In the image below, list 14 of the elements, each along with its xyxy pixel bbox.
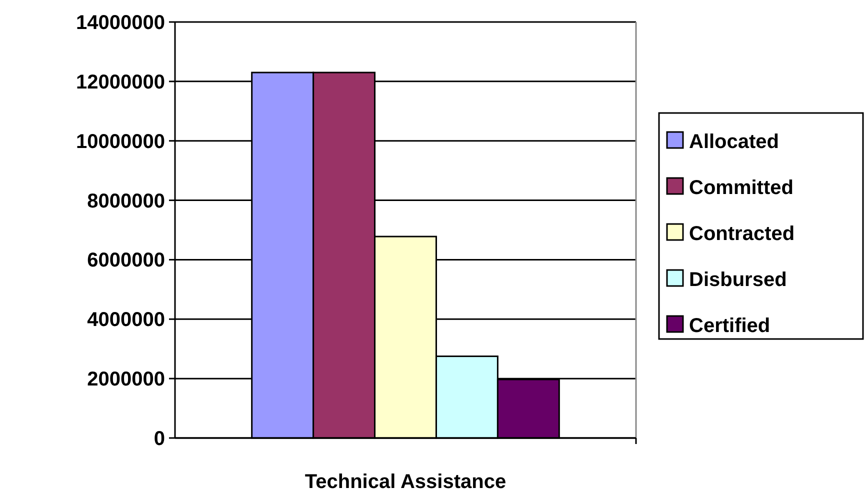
y-tick-label: 6000000: [87, 250, 165, 272]
y-tick-label: 12000000: [76, 71, 165, 94]
y-tick-label: 4000000: [87, 309, 165, 332]
y-tick-label: 0: [154, 428, 165, 450]
x-tick-label: Technical Assistance: [304, 471, 506, 493]
legend-label: Disbursed: [689, 269, 787, 291]
legend-label: Allocated: [689, 131, 780, 153]
legend-label: Contracted: [689, 223, 795, 245]
y-tick-label: 14000000: [76, 12, 165, 34]
legend-label: Certified: [689, 315, 770, 337]
legend-label: Committed: [689, 177, 794, 199]
y-tick-label: 2000000: [87, 368, 165, 391]
y-tick-label: 8000000: [87, 190, 165, 212]
y-tick-label: 10000000: [76, 130, 165, 153]
